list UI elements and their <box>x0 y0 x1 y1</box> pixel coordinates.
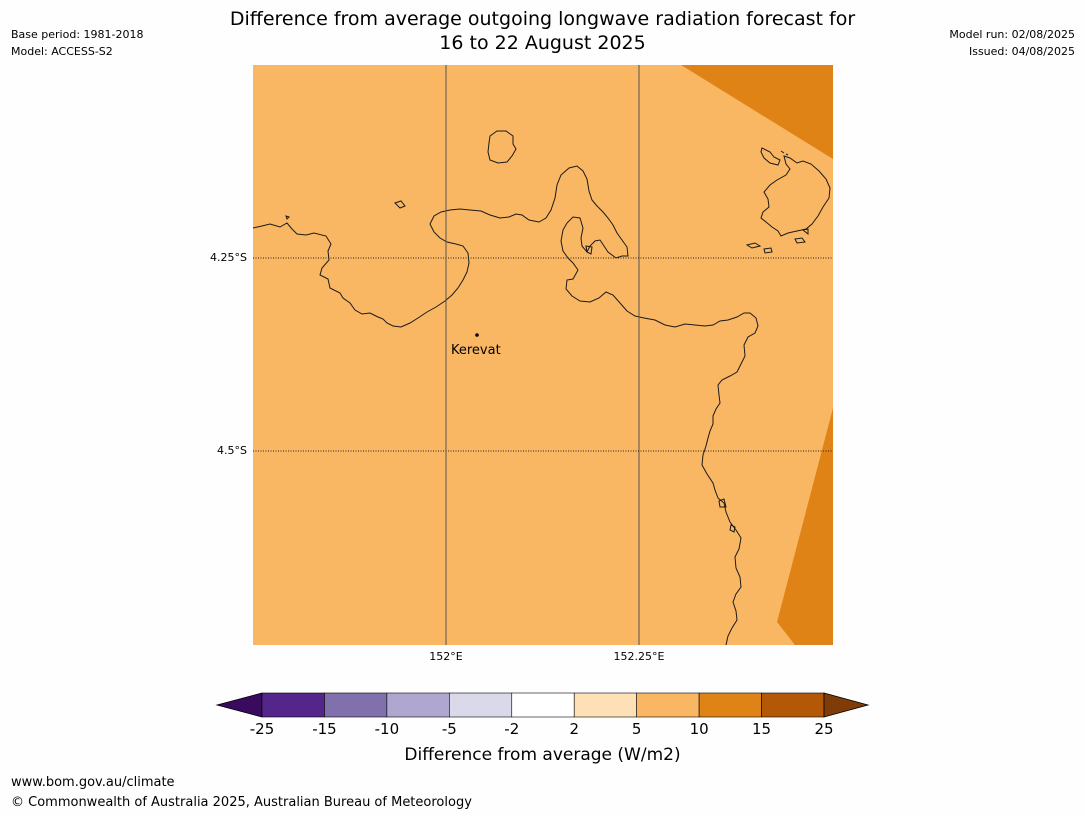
base-period-text: Base period: 1981-2018 <box>11 28 144 41</box>
islet-east-4 <box>801 228 809 236</box>
title-line-2: 16 to 22 August 2025 <box>439 32 646 54</box>
title-line-1: Difference from average outgoing longwav… <box>229 8 856 30</box>
islet-west-2 <box>285 215 290 220</box>
colorbar-segment <box>261 692 325 718</box>
colorbar-segment <box>511 692 575 718</box>
map-background <box>253 65 833 645</box>
colorbar-tick-label: -25 <box>249 720 275 738</box>
kerevat-marker <box>475 333 479 337</box>
coastline-group <box>252 130 831 646</box>
anomaly-band-top-right <box>681 65 833 159</box>
colorbar-tick-label: 10 <box>689 720 709 738</box>
colorbar-segment <box>573 692 637 718</box>
colorbar-arrow-right <box>823 692 870 718</box>
colorbar-segment <box>449 692 513 718</box>
colorbar-segment <box>324 692 388 718</box>
colorbar <box>215 692 870 718</box>
island-north <box>487 130 517 164</box>
colorbar-segment <box>636 692 700 718</box>
colorbar-tick-label: 15 <box>752 720 772 738</box>
coastline-main <box>252 165 759 646</box>
footer-url: www.bom.gov.au/climate <box>11 775 175 790</box>
colorbar-tick-label: 5 <box>631 720 642 738</box>
islet-coast-1 <box>718 498 727 508</box>
meta-left: Base period: 1981-2018 Model: ACCESS-S2 <box>11 26 143 60</box>
islet-east-1 <box>745 242 762 249</box>
lat-label-4-25: 4.25°S <box>210 251 247 264</box>
footer-copyright: © Commonwealth of Australia 2025, Austra… <box>11 795 472 810</box>
colorbar-arrow-left <box>215 692 263 718</box>
lat-label-4-5: 4.5°S <box>217 444 247 457</box>
colorbar-tick-label: 25 <box>814 720 834 738</box>
map-title: Difference from average outgoing longwav… <box>0 7 1085 55</box>
islet-east-3 <box>794 237 806 244</box>
islet-west-1 <box>394 200 406 209</box>
colorbar-tick-label: -2 <box>504 720 520 738</box>
place-label-kerevat: Kerevat <box>451 343 501 358</box>
island-east <box>760 147 831 237</box>
colorbar-segment <box>386 692 450 718</box>
islet-dots <box>780 150 789 156</box>
islet-east-2 <box>763 247 773 254</box>
lon-label-152-25: 152.25°E <box>613 650 665 663</box>
colorbar-segment <box>761 692 825 718</box>
colorbar-tick-label: -10 <box>374 720 400 738</box>
islet-mid <box>585 245 593 255</box>
model-text: Model: ACCESS-S2 <box>11 45 113 58</box>
colorbar-tick-label: -15 <box>312 720 337 738</box>
colorbar-tick-label: -5 <box>441 720 457 738</box>
colorbar-title: Difference from average (W/m2) <box>404 745 681 765</box>
model-run-text: Model run: 02/08/2025 <box>949 28 1075 41</box>
meta-right: Model run: 02/08/2025 Issued: 04/08/2025 <box>949 26 1075 60</box>
anomaly-band-bottom-right <box>777 408 833 645</box>
colorbar-segment <box>698 692 762 718</box>
lon-label-152: 152°E <box>429 650 463 663</box>
issued-text: Issued: 04/08/2025 <box>968 45 1075 58</box>
islet-coast-2 <box>729 524 736 533</box>
colorbar-tick-label: 2 <box>569 720 579 738</box>
